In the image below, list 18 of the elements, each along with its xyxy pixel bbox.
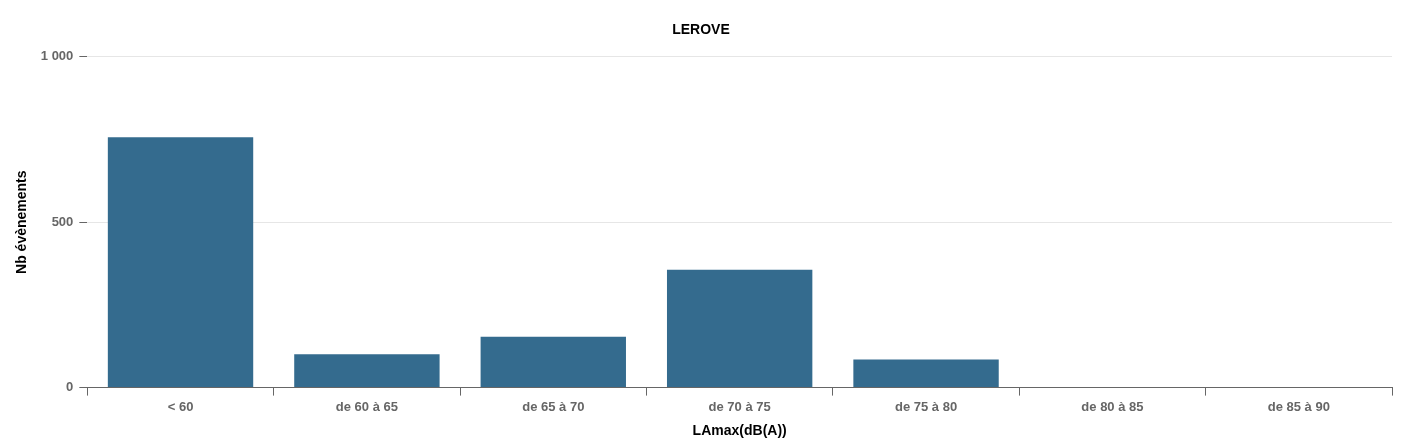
x-tick-label: de 60 à 65 — [335, 398, 398, 414]
y-tick-label: 1 000 — [40, 48, 74, 64]
x-tick-label: < 60 — [167, 398, 194, 414]
bar — [480, 336, 626, 388]
y-tick-label: 500 — [51, 213, 74, 229]
x-tick-label: de 80 à 85 — [1081, 398, 1144, 414]
bar — [853, 359, 999, 388]
bar — [294, 354, 440, 388]
y-tick-label: 0 — [66, 379, 74, 395]
x-tick-label: de 65 à 70 — [522, 398, 585, 414]
bar — [107, 137, 254, 388]
x-tick-label: de 85 à 90 — [1267, 398, 1330, 414]
x-tick-label: de 75 à 80 — [894, 398, 958, 414]
bar — [666, 269, 813, 388]
x-axis-title: LAmax(dB(A)) — [692, 422, 787, 439]
y-axis-title: Nb évènements — [13, 170, 30, 274]
chart-title: LEROVE — [672, 21, 730, 38]
x-tick-label: de 70 à 75 — [708, 398, 771, 414]
